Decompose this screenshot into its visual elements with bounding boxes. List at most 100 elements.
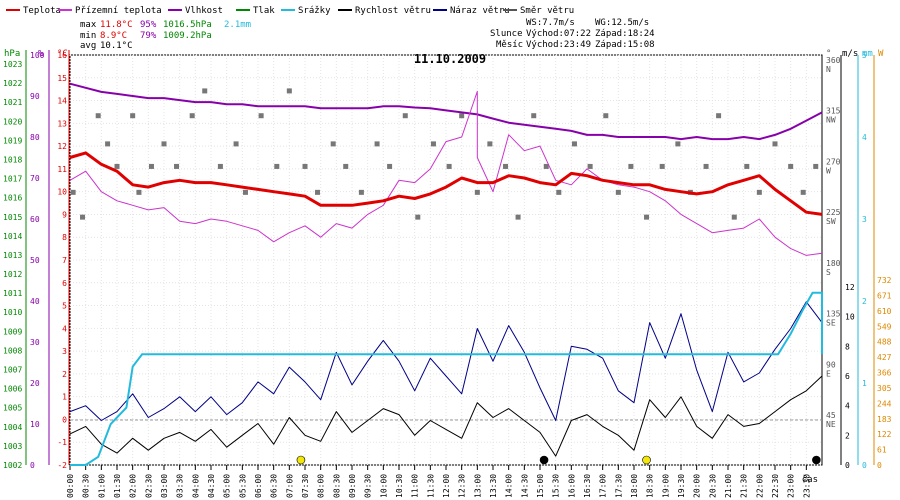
stats-avg-temp: 10.1°C [100,41,133,51]
wind-direction-point [628,163,634,169]
axis-tick-hpa: 1006 [3,385,22,394]
axis-tick-x: 21:30 [740,474,749,498]
wind-direction-point [402,113,408,119]
legend-label-temp: Teplota [23,6,61,16]
axis-tick-hpa: 1020 [3,117,22,126]
axis-tick-x: 06:30 [270,474,279,498]
series-feels-temperature [69,90,823,256]
axis-tick-hpa: 1010 [3,308,22,317]
axis-tick-wm2: 732 [877,276,892,285]
axis-tick-wm2: 305 [877,384,892,393]
stats-min-label: min [80,31,96,41]
wind-direction-point [330,141,336,147]
axis-tick-x: 01:30 [113,474,122,498]
axis-tick-wm2: 122 [877,430,892,439]
axis-tick-x: 23:30 [802,474,811,498]
marker-moonrise [812,455,821,465]
axis-tick-x: 08:30 [332,474,341,498]
legend-label-hum: Vlhkost [185,6,223,16]
axis-tick-x: 06:00 [254,474,263,498]
axis-label-direction: NW [826,116,836,125]
marker-sunset [642,455,651,465]
axis-tick-x: 04:00 [191,474,200,498]
wind-direction-point [274,163,280,169]
wind-direction-point [148,163,154,169]
wind-direction-point [474,189,480,195]
wind-direction-point [703,163,709,169]
wind-direction-point [302,163,308,169]
axis-tick-wm2: 0 [877,461,882,470]
axis-tick-celsius: 7 [62,256,67,265]
info-sunrise: Východ:07:22 [526,29,591,39]
axis-tick-celsius: 10 [57,188,67,197]
wind-direction-point [358,189,364,195]
wind-direction-point [556,189,562,195]
wind-direction-point [286,88,292,94]
axis-tick-x: 03:30 [176,474,185,498]
info-moonrise: Východ:23:49 [526,40,591,50]
info-wg: WG:12.5m/s [595,18,649,28]
axis-tick-hpa: 1019 [3,136,22,145]
marker-moonset [539,455,549,465]
stats-min-hum: 79% [140,31,157,41]
axis-unit-mm: mm [862,49,873,59]
axis-tick-degree: 315 [826,107,841,116]
axis-label-direction: SE [826,319,836,328]
wind-direction-point [315,189,321,195]
wind-direction-point [531,113,537,119]
axis-tick-celsius: 4 [62,324,67,333]
axis-tick-x: 15:30 [552,474,561,498]
legend-label-gust: Náraz větru [450,6,510,16]
wind-direction-point [130,113,136,119]
axis-tick-ms: 4 [845,402,850,411]
axis-tick-x: 18:00 [630,474,639,498]
axis-tick-hpa: 1015 [3,213,22,222]
axis-tick-ms: 10 [845,313,855,322]
axis-tick-wm2: 366 [877,369,892,378]
stats-min-temp: 8.9°C [100,31,127,41]
axis-tick-hpa: 1023 [3,60,22,69]
axis-tick-x: 17:00 [599,474,608,498]
wind-direction-point [503,163,509,169]
axis-tick-wm2: 427 [877,353,892,362]
stats-max-hum: 95% [140,20,157,30]
axis-tick-hpa: 1003 [3,442,22,451]
axis-tick-degree: 270 [826,157,841,166]
axis-label-direction: W [826,166,831,175]
axis-tick-hpa: 1004 [3,423,22,432]
stats-max-rain: 2.1mm [224,20,251,30]
stats-avg-label: avg [80,41,96,51]
axis-tick-x: 17:30 [614,474,623,498]
wind-direction-point [80,214,86,220]
axis-tick-mm: 5 [862,51,867,60]
axis-tick-x: 15:00 [536,474,545,498]
axis-tick-x: 07:30 [301,474,310,498]
axis-tick-percent: 30 [30,338,40,347]
axis-tick-x: 20:00 [693,474,702,498]
legend-label-press: Tlak [253,6,275,16]
axis-unit-wm2: W [878,49,884,59]
axis-tick-x: 16:00 [567,474,576,498]
axis-tick-x: 02:30 [144,474,153,498]
wind-direction-point [217,163,223,169]
wind-direction-point [603,113,609,119]
axis-tick-x: 05:00 [223,474,232,498]
axis-tick-degree: 180 [826,259,841,268]
axis-tick-x: 00:30 [82,474,91,498]
wind-direction-point [258,113,264,119]
axis-label-direction: S [826,268,831,277]
axis-tick-celsius: -2 [57,461,67,470]
axis-tick-x: 03:00 [160,474,169,498]
axis-label-direction: N [826,65,831,74]
axis-tick-hpa: 1009 [3,327,22,336]
grid [69,54,822,466]
wind-direction-point [430,141,436,147]
info-moonset: Západ:15:08 [595,40,655,50]
axis-tick-celsius: 3 [62,347,67,356]
wind-direction-point [95,113,101,119]
wind-direction-point [70,189,76,195]
legend-label-feels: Přízemní teplota [75,6,162,16]
series-wind-gust [69,301,823,421]
axis-tick-celsius: 1 [62,393,67,402]
wind-direction-point [644,214,650,220]
